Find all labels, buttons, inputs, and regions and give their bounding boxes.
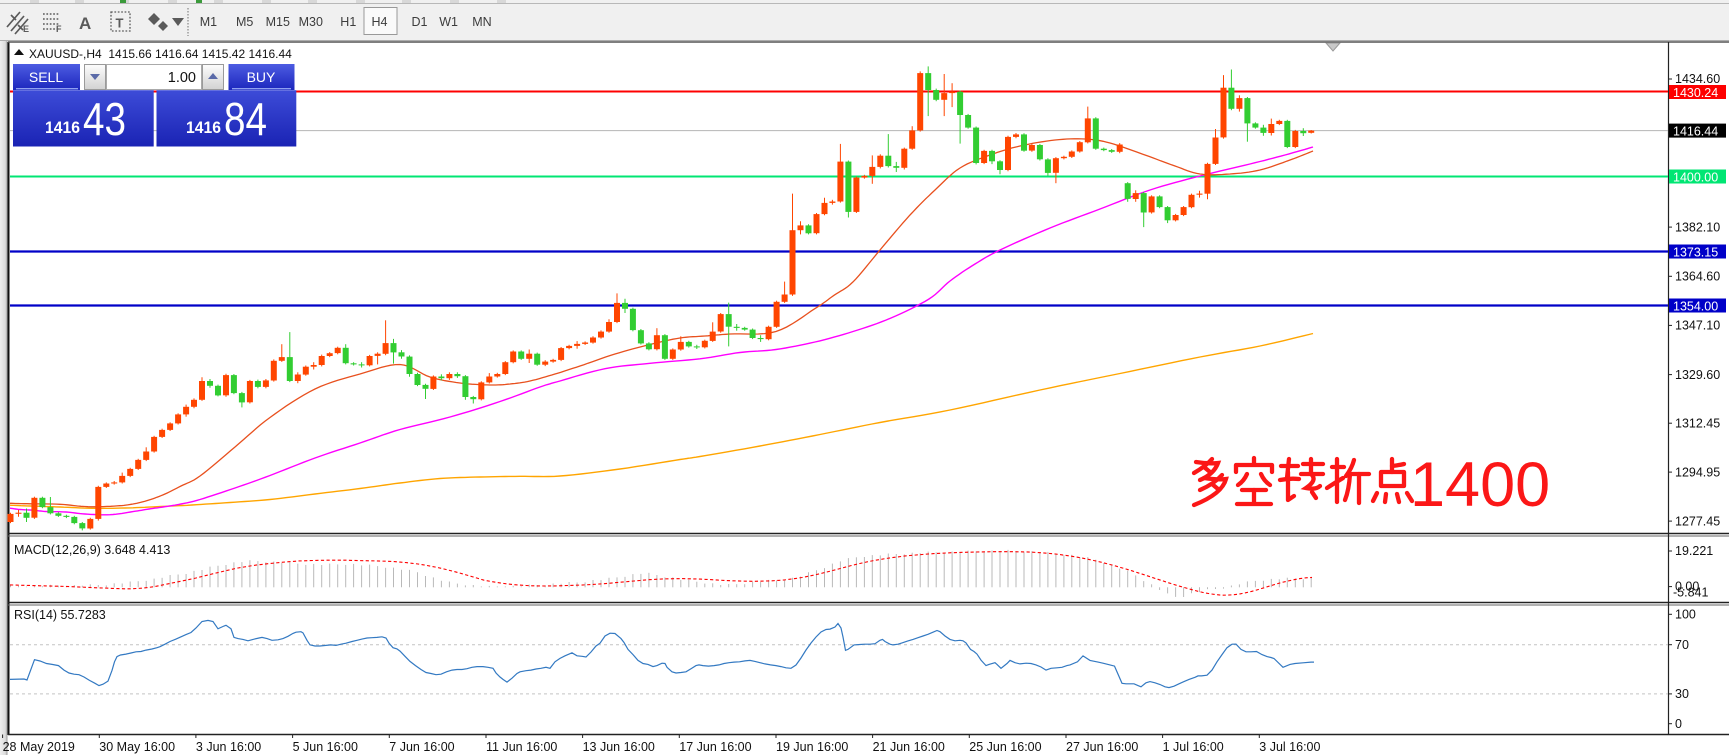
svg-text:RSI(14) 55.7283: RSI(14) 55.7283 <box>14 608 106 622</box>
svg-text:1294.95: 1294.95 <box>1675 465 1720 479</box>
svg-text:1416: 1416 <box>186 119 221 137</box>
svg-text:M15: M15 <box>266 15 290 29</box>
svg-text:1430.24: 1430.24 <box>1673 86 1718 100</box>
svg-text:1364.60: 1364.60 <box>1675 270 1720 284</box>
svg-text:5 Jun 16:00: 5 Jun 16:00 <box>293 740 358 754</box>
svg-text:1400.00: 1400.00 <box>1673 170 1718 184</box>
svg-text:3 Jul 16:00: 3 Jul 16:00 <box>1259 740 1320 754</box>
svg-text:70: 70 <box>1675 638 1689 652</box>
svg-text:H4: H4 <box>372 15 388 29</box>
svg-text:30: 30 <box>1675 687 1689 701</box>
svg-text:F: F <box>56 24 62 34</box>
svg-text:XAUUSD-,H4 1415.66 1416.64 14: XAUUSD-,H4 1415.66 1416.64 1415.42 1416.… <box>29 47 292 61</box>
svg-text:M1: M1 <box>200 15 217 29</box>
svg-text:MACD(12,26,9) 3.648 4.413: MACD(12,26,9) 3.648 4.413 <box>14 543 170 557</box>
svg-text:1373.15: 1373.15 <box>1673 245 1718 259</box>
svg-text:19.221: 19.221 <box>1675 544 1713 558</box>
svg-text:13 Jun 16:00: 13 Jun 16:00 <box>583 740 655 754</box>
svg-text:D1: D1 <box>412 15 428 29</box>
svg-text:3 Jun 16:00: 3 Jun 16:00 <box>196 740 261 754</box>
svg-text:28 May 2019: 28 May 2019 <box>3 740 75 754</box>
svg-text:17 Jun 16:00: 17 Jun 16:00 <box>679 740 751 754</box>
svg-text:A: A <box>79 14 91 33</box>
svg-text:1416: 1416 <box>45 119 80 137</box>
svg-text:T: T <box>116 16 124 31</box>
svg-text:7 Jun 16:00: 7 Jun 16:00 <box>389 740 454 754</box>
svg-text:11 Jun 16:00: 11 Jun 16:00 <box>486 740 557 754</box>
svg-text:1347.10: 1347.10 <box>1675 319 1720 333</box>
svg-text:1434.60: 1434.60 <box>1675 72 1720 86</box>
svg-text:SELL: SELL <box>29 69 63 85</box>
svg-text:1312.45: 1312.45 <box>1675 416 1720 430</box>
svg-text:1.00: 1.00 <box>168 70 196 86</box>
svg-text:MN: MN <box>472 15 491 29</box>
svg-text:19 Jun 16:00: 19 Jun 16:00 <box>776 740 848 754</box>
svg-text:M30: M30 <box>299 15 323 29</box>
svg-text:W1: W1 <box>439 15 458 29</box>
svg-text:1329.60: 1329.60 <box>1675 368 1720 382</box>
svg-text:1400: 1400 <box>1410 450 1550 520</box>
svg-text:25 Jun 16:00: 25 Jun 16:00 <box>969 740 1041 754</box>
svg-text:1382.10: 1382.10 <box>1675 220 1720 234</box>
svg-text:21 Jun 16:00: 21 Jun 16:00 <box>873 740 945 754</box>
svg-text:-5.841: -5.841 <box>1673 586 1708 600</box>
svg-text:1 Jul 16:00: 1 Jul 16:00 <box>1163 740 1224 754</box>
svg-text:E: E <box>23 24 29 34</box>
svg-text:1416.44: 1416.44 <box>1673 124 1718 138</box>
svg-text:1277.45: 1277.45 <box>1675 514 1720 528</box>
svg-text:1354.00: 1354.00 <box>1673 299 1718 313</box>
svg-text:0: 0 <box>1675 717 1682 731</box>
svg-text:27 Jun 16:00: 27 Jun 16:00 <box>1066 740 1138 754</box>
svg-text:BUY: BUY <box>247 69 276 85</box>
svg-text:H1: H1 <box>340 15 356 29</box>
svg-text:30 May 16:00: 30 May 16:00 <box>99 740 175 754</box>
svg-text:100: 100 <box>1675 608 1696 622</box>
svg-text:84: 84 <box>224 93 267 145</box>
svg-text:0.00: 0.00 <box>1675 580 1699 594</box>
svg-text:43: 43 <box>83 93 126 145</box>
svg-text:M5: M5 <box>236 15 253 29</box>
